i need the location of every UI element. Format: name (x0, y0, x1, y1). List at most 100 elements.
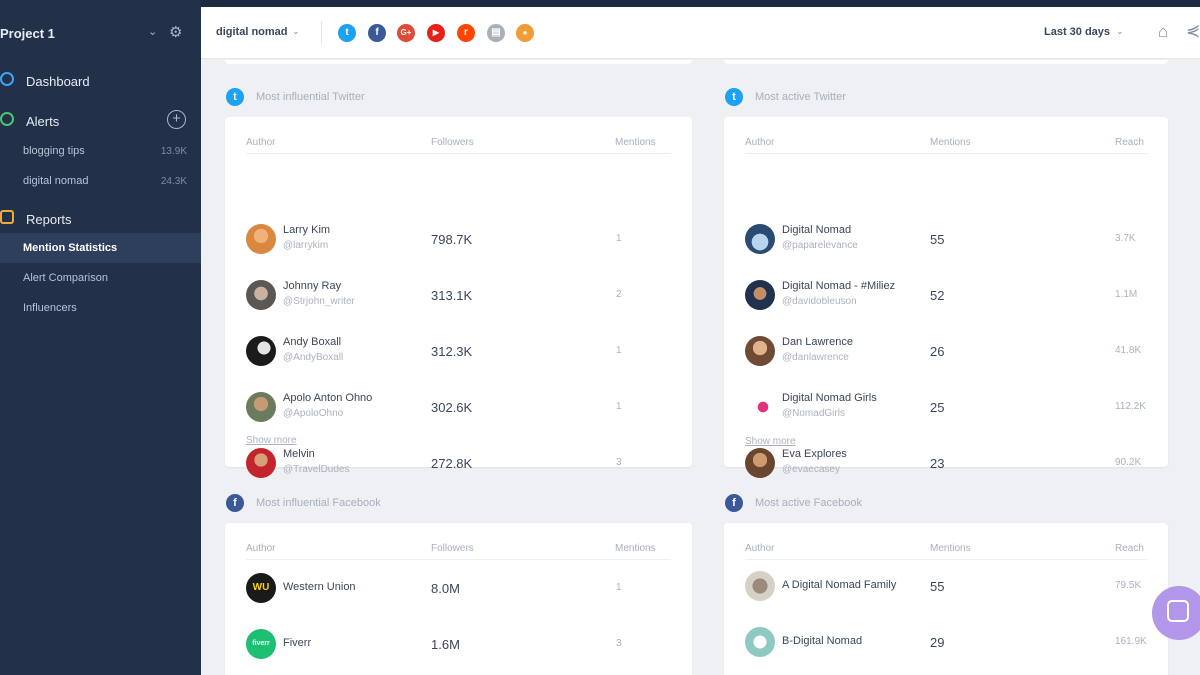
author-name[interactable]: Andy Boxall (283, 336, 342, 348)
chat-widget-button[interactable] (1152, 586, 1200, 640)
facebook-influential-card: Author Followers Mentions (225, 523, 692, 675)
mentions-value: 1 (616, 582, 622, 593)
avatar[interactable] (745, 336, 775, 366)
keyword-selector[interactable]: digital nomad (216, 26, 288, 38)
author-name[interactable]: Fiverr (283, 637, 312, 649)
table-row[interactable]: Digital Nomad Girls @NomadGirls 25 112.2… (724, 388, 1168, 428)
author-handle: @Strjohn_writer (283, 296, 355, 307)
facebook-icon[interactable]: f (368, 24, 386, 42)
followers-value: 302.6K (431, 400, 473, 415)
show-more-link[interactable]: Show more (246, 435, 297, 446)
sidebar-item-alert-comparison[interactable]: Alert Comparison (0, 263, 201, 293)
author-name[interactable]: Digital Nomad (782, 224, 852, 236)
author-name[interactable]: Apolo Anton Ohno (283, 392, 373, 404)
google-plus-icon[interactable]: G+ (397, 24, 415, 42)
table-row[interactable]: Eva Explores @evaecasey 23 90.2K (724, 444, 1168, 484)
author-name[interactable]: B-Digital Nomad (782, 635, 863, 647)
avatar[interactable] (246, 336, 276, 366)
author-name[interactable]: Larry Kim (283, 224, 331, 236)
header-divider (745, 559, 1147, 560)
column-header: Author (745, 543, 775, 554)
sidebar-item-reports[interactable]: Reports (0, 208, 201, 232)
avatar[interactable] (246, 224, 276, 254)
author-handle: @larrykim (283, 240, 329, 251)
header-divider (246, 559, 671, 560)
project-selector[interactable]: Project 1 ⌄ ⚙ (0, 22, 201, 46)
sidebar-item-alerts[interactable]: Alerts + (0, 110, 201, 134)
author-name[interactable]: Digital Nomad Girls (782, 392, 877, 404)
sidebar-item-label: Mention Statistics (23, 242, 118, 254)
western-union-logo[interactable]: WU (246, 573, 276, 603)
news-icon[interactable]: ▤ (487, 24, 505, 42)
avatar[interactable] (745, 448, 775, 478)
avatar[interactable] (246, 448, 276, 478)
chevron-down-icon[interactable]: ⌄ (148, 26, 158, 38)
youtube-icon[interactable]: ▶ (427, 24, 445, 42)
avatar[interactable] (745, 627, 775, 657)
table-row[interactable]: A Digital Nomad Family 55 79.5K (724, 567, 1168, 607)
twitter-active-card: Author Mentions Reach (724, 117, 1168, 467)
column-header: Reach (1115, 543, 1144, 554)
header-divider (745, 153, 1147, 154)
sidebar-item-label: Alerts (26, 114, 60, 129)
column-header: Mentions (615, 543, 656, 554)
sidebar-item-alert[interactable]: blogging tips 13.9K (0, 136, 201, 166)
author-name[interactable]: A Digital Nomad Family (782, 579, 897, 591)
avatar[interactable] (745, 280, 775, 310)
followers-value: 8.0M (431, 581, 460, 596)
card-top-edge (225, 60, 692, 64)
avatar[interactable] (745, 392, 775, 422)
avatar[interactable] (745, 224, 775, 254)
chevron-down-icon[interactable]: ⌄ (1116, 26, 1124, 36)
sidebar-item-alert[interactable]: digital nomad 24.3K (0, 166, 201, 196)
sidebar-item-dashboard[interactable]: Dashboard (0, 70, 201, 94)
table-row[interactable]: Johnny Ray @Strjohn_writer 313.1K 2 (225, 276, 692, 316)
show-more-link[interactable]: Show more (745, 436, 796, 447)
author-handle: @NomadGirls (782, 408, 845, 419)
author-name[interactable]: Eva Explores (782, 448, 847, 460)
twitter-influential-card: Author Followers Mentions Larry Kim @lar… (225, 117, 692, 478)
followers-value: 798.7K (431, 232, 473, 247)
author-name[interactable]: Dan Lawrence (782, 336, 853, 348)
author-name[interactable]: Johnny Ray (283, 280, 342, 292)
author-name[interactable]: Digital Nomad - #Miliez (782, 280, 896, 292)
divider (321, 21, 322, 45)
avatar[interactable] (246, 392, 276, 422)
gear-icon[interactable]: ⚙ (169, 24, 183, 41)
fiverr-logo[interactable]: fiverr (246, 629, 276, 659)
table-row[interactable]: B-Digital Nomad 29 161.9K (724, 623, 1168, 663)
mentions-value: 25 (930, 400, 945, 415)
table-row[interactable]: Digital Nomad @paparelevance 55 3.7K (724, 220, 1168, 260)
author-name[interactable]: Western Union (283, 581, 356, 593)
section-title-text: Most active Facebook (755, 497, 862, 509)
table-row[interactable]: Larry Kim @larrykim 798.7K 1 (225, 220, 692, 260)
sidebar-item-mention-statistics[interactable]: Mention Statistics (0, 233, 201, 263)
chevron-down-icon[interactable]: ⌄ (292, 26, 300, 36)
avatar[interactable] (745, 571, 775, 601)
period-selector[interactable]: Last 30 days (1044, 26, 1111, 38)
avatar[interactable] (246, 280, 276, 310)
tag-icon[interactable]: ⌂ (1158, 22, 1169, 41)
sidebar-item-influencers[interactable]: Influencers (0, 293, 201, 323)
twitter-icon[interactable]: t (338, 24, 356, 42)
table-row[interactable]: Digital Nomad - #Miliez @davidobleuson 5… (724, 276, 1168, 316)
table-row[interactable]: Apolo Anton Ohno @ApoloOhno 302.6K 1 (225, 388, 692, 428)
table-row[interactable]: Dan Lawrence @danlawrence 26 41.8K (724, 332, 1168, 372)
table-row[interactable]: Andy Boxall @AndyBoxall 312.3K 1 (225, 332, 692, 372)
sidebar-item-label: Influencers (23, 302, 77, 314)
add-alert-icon[interactable]: + (167, 110, 186, 129)
rss-icon[interactable]: ● (516, 24, 534, 42)
reddit-icon[interactable]: r (457, 24, 475, 42)
table-row[interactable]: WU Western Union 8.0M 1 (225, 569, 692, 609)
author-name[interactable]: Melvin (283, 448, 315, 460)
alert-label: blogging tips (23, 145, 85, 157)
sidebar-item-label: Alert Comparison (23, 272, 108, 284)
reports-icon (0, 210, 14, 224)
share-icon[interactable]: ⋞ (1186, 21, 1200, 40)
table-row[interactable]: fiverr Fiverr 1.6M 3 (225, 625, 692, 665)
table-row[interactable]: Melvin @TravelDudes 272.8K 3 (225, 444, 692, 484)
mentions-value: 55 (930, 232, 945, 247)
author-handle: @ApoloOhno (283, 408, 344, 419)
top-strip (0, 0, 1200, 7)
sidebar-item-label: Dashboard (26, 74, 90, 89)
